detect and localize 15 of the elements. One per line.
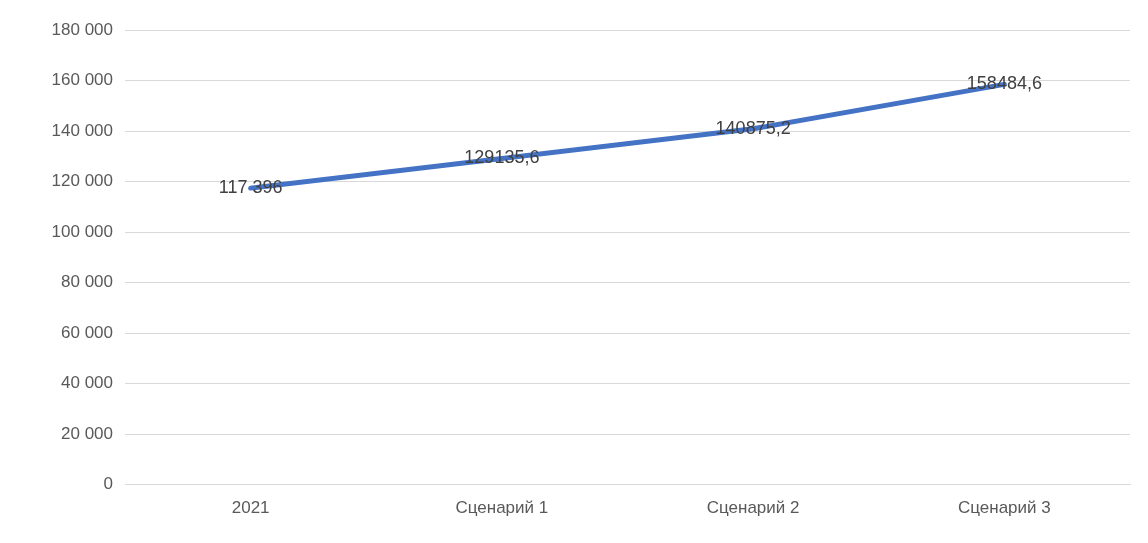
- y-tick-label: 180 000: [51, 19, 113, 39]
- x-tick-label: Сценарий 1: [455, 498, 549, 518]
- y-tick-label: 40 000: [61, 373, 113, 393]
- y-tick-label: 60 000: [61, 322, 113, 342]
- y-tick-label: 80 000: [61, 272, 113, 292]
- y-tick-label: 120 000: [51, 171, 113, 191]
- y-tick-label: 140 000: [51, 120, 113, 140]
- y-tick-label: 100 000: [51, 221, 113, 241]
- x-tick-label: Сценарий 3: [958, 498, 1051, 518]
- x-tick-label: Сценарий 2: [706, 498, 800, 518]
- data-label: 158484,6: [966, 73, 1042, 94]
- x-tick-label: 2021: [231, 498, 270, 518]
- y-tick-label: 160 000: [51, 70, 113, 90]
- y-tick-label: 20 000: [61, 423, 113, 443]
- y-tick-label: 0: [103, 474, 113, 494]
